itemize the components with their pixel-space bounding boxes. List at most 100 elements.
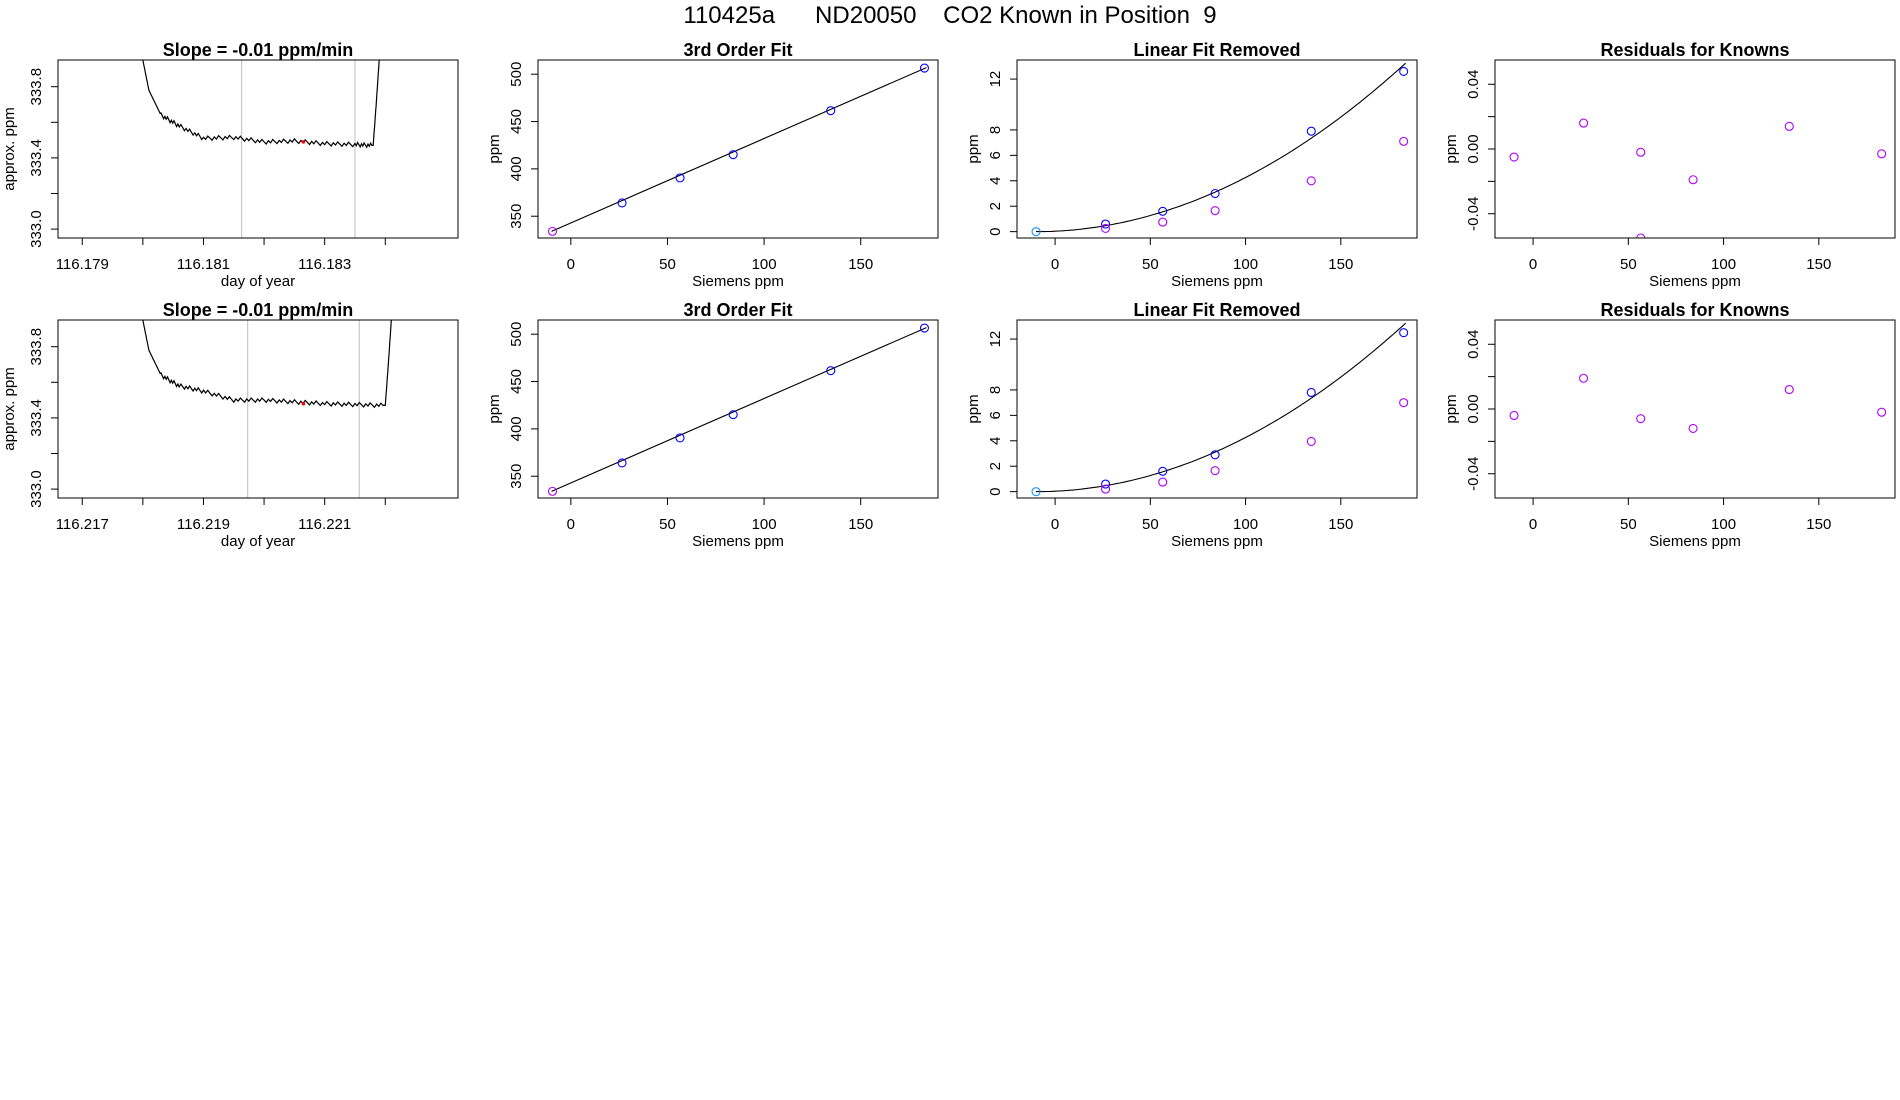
x-tick-label: 150 xyxy=(1806,256,1831,273)
highlight-point xyxy=(301,401,306,406)
data-point xyxy=(1306,126,1316,136)
chart-title: Slope = -0.01 ppm/min xyxy=(163,40,354,60)
fit-line xyxy=(551,67,927,232)
y-tick-label: 333.8 xyxy=(28,68,45,106)
x-tick-label: 50 xyxy=(659,256,676,273)
x-tick-label: 50 xyxy=(1620,256,1637,273)
data-point xyxy=(1101,223,1111,234)
x-tick-label: 100 xyxy=(1233,256,1258,273)
y-tick-label: 12 xyxy=(987,71,1004,88)
y-tick-label: 0 xyxy=(987,487,1004,495)
data-trace xyxy=(142,320,392,409)
x-tick-label: 50 xyxy=(659,516,676,533)
plot-area xyxy=(1509,118,1887,238)
data-point xyxy=(1399,398,1409,408)
x-tick-label: 100 xyxy=(752,256,777,273)
y-tick-label: 333.0 xyxy=(28,470,45,508)
x-tick-label: 0 xyxy=(1529,256,1537,273)
y-tick-label: 0.00 xyxy=(1465,134,1482,163)
x-tick-label: 0 xyxy=(1529,516,1537,533)
y-tick-label: 333.0 xyxy=(28,210,45,248)
y-tick-label: 2 xyxy=(987,202,1004,210)
chart-title: Residuals for Knowns xyxy=(1600,40,1789,60)
x-tick-label: 150 xyxy=(848,256,873,273)
data-point xyxy=(1101,219,1111,229)
data-point xyxy=(826,366,836,376)
data-point xyxy=(1784,121,1794,131)
x-tick-label: 100 xyxy=(1711,256,1736,273)
data-point xyxy=(1688,423,1698,433)
plot-area xyxy=(142,320,392,498)
x-tick-label: 116.219 xyxy=(177,516,230,533)
data-point xyxy=(1877,149,1887,159)
fit-line xyxy=(551,327,927,492)
plot-area xyxy=(142,60,380,238)
x-axis-label: day of year xyxy=(221,533,295,550)
y-tick-label: 4 xyxy=(987,437,1004,445)
y-tick-label: 0.00 xyxy=(1465,394,1482,423)
x-tick-label: 100 xyxy=(1711,516,1736,533)
data-point xyxy=(1399,66,1409,76)
plot-frame xyxy=(57,319,459,499)
y-axis-label: ppm xyxy=(486,134,503,163)
x-axis-label: Siemens ppm xyxy=(1171,533,1263,550)
y-tick-label: 0.04 xyxy=(1465,70,1482,99)
data-point xyxy=(1509,410,1519,421)
data-point xyxy=(547,226,558,236)
x-tick-label: 100 xyxy=(752,516,777,533)
y-tick-label: 333.4 xyxy=(28,139,45,177)
chart-title: 3rd Order Fit xyxy=(683,300,792,320)
y-axis-label: approx. ppm xyxy=(1,367,18,450)
y-axis-label: ppm xyxy=(486,394,503,423)
y-tick-label: 450 xyxy=(508,369,525,394)
y-tick-label: 450 xyxy=(508,109,525,134)
data-point xyxy=(919,323,930,333)
x-axis-label: Siemens ppm xyxy=(692,273,784,290)
plot-frame xyxy=(537,59,939,239)
data-point xyxy=(617,458,627,468)
x-tick-label: 150 xyxy=(1806,516,1831,533)
y-tick-label: 333.8 xyxy=(28,328,45,366)
plot-frame xyxy=(1494,319,1896,499)
chart-title: Residuals for Knowns xyxy=(1600,300,1789,320)
chart-0: Slope = -0.01 ppm/min 116.179 116.181 116.1… xyxy=(1,40,459,290)
y-axis-label: ppm xyxy=(965,134,982,163)
x-tick-label: 0 xyxy=(1051,516,1059,533)
data-point xyxy=(1306,176,1316,186)
x-tick-label: 50 xyxy=(1620,516,1637,533)
data-point xyxy=(1101,479,1111,489)
data-point xyxy=(1877,407,1887,417)
y-tick-label: 0.04 xyxy=(1465,330,1482,359)
x-axis-label: Siemens ppm xyxy=(1649,533,1741,550)
data-point xyxy=(1306,387,1316,398)
chart-title: 3rd Order Fit xyxy=(683,40,792,60)
y-tick-label: 12 xyxy=(987,331,1004,348)
x-tick-label: 116.221 xyxy=(298,516,351,533)
chart-2: Linear Fit Removed 0 50 100 150 Siemens ppm 0 2… xyxy=(965,40,1418,290)
chart-3: Residuals for Knowns 0 50 100 150 Siemens ppm… xyxy=(1443,40,1896,290)
fit-curve xyxy=(1036,62,1406,233)
data-point xyxy=(1399,136,1409,146)
data-point xyxy=(1636,414,1646,424)
y-axis-label: ppm xyxy=(1443,394,1460,423)
plot-frame xyxy=(1016,59,1418,239)
data-point xyxy=(826,106,836,116)
data-point xyxy=(675,173,685,183)
plot-frame xyxy=(1494,59,1896,239)
plot-frame xyxy=(57,59,459,239)
data-point xyxy=(1306,436,1316,446)
y-tick-label: 500 xyxy=(508,322,525,347)
x-tick-label: 116.181 xyxy=(177,256,230,273)
plot-area xyxy=(1031,62,1409,237)
x-tick-label: 116.179 xyxy=(56,256,109,273)
data-point xyxy=(1509,152,1519,162)
y-tick-label: 0 xyxy=(987,227,1004,235)
chart-5: 3rd Order Fit 0 50 100 150 Siemens ppm 350 400 4… xyxy=(486,300,939,550)
data-point xyxy=(1158,206,1168,216)
y-axis-label: ppm xyxy=(965,394,982,423)
plot-area xyxy=(1031,322,1409,497)
y-tick-label: 8 xyxy=(987,126,1004,134)
x-tick-label: 100 xyxy=(1233,516,1258,533)
data-point xyxy=(1158,217,1168,227)
